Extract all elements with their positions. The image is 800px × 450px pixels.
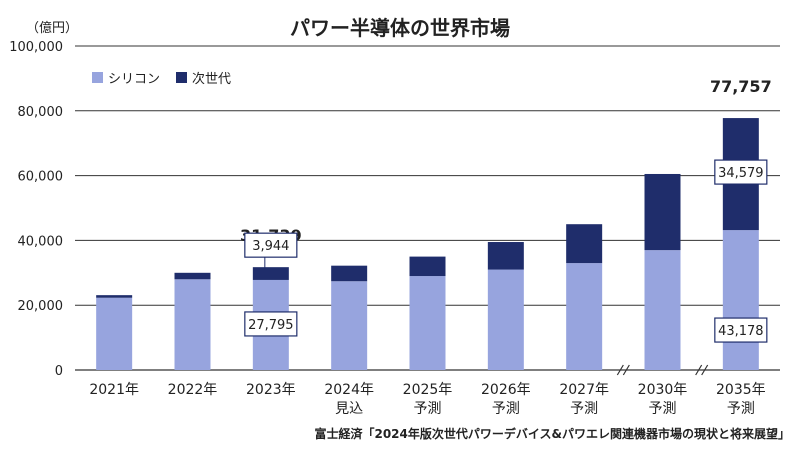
x-tick-label: 2035年: [716, 382, 766, 398]
callout-box: [714, 317, 768, 343]
y-axis-unit-label: （億円）: [26, 21, 79, 36]
x-tick-label: 2024年: [324, 382, 374, 398]
x-tick-label: 2023年: [246, 382, 296, 398]
bar-segment-silicon: [96, 297, 133, 370]
y-tick-label: 100,000: [9, 40, 63, 55]
y-tick-label: 40,000: [18, 234, 64, 249]
legend-label-silicon: シリコン: [108, 72, 161, 87]
bar-segment-silicon: [331, 281, 368, 370]
bar-segment-nextgen: [331, 265, 368, 282]
legend-label-nextgen: 次世代: [192, 72, 232, 87]
y-tick-label: 60,000: [18, 170, 64, 185]
x-tick-label: 2025年: [403, 382, 453, 398]
x-tick-label: 2021年: [89, 382, 139, 398]
x-tick-label: 予測: [570, 401, 598, 417]
axis-break-stroke: [695, 364, 703, 376]
callout-box: [244, 232, 298, 258]
bar-segment-silicon: [487, 269, 524, 370]
segment-value-label: 27,795: [248, 318, 294, 333]
bar-segment-nextgen: [252, 267, 289, 280]
x-tick-label: 2022年: [168, 382, 218, 398]
bar-segment-nextgen: [644, 173, 681, 251]
segment-value-label: 3,944: [252, 239, 289, 254]
axis-break-icon: [695, 364, 709, 376]
chart-title: パワー半導体の世界市場: [290, 16, 510, 40]
legend-item-silicon: シリコン: [92, 68, 160, 87]
bar-segment-silicon: [644, 250, 681, 370]
bar-segment-nextgen: [96, 295, 133, 298]
legend: シリコン 次世代: [92, 68, 231, 87]
x-tick-label: 2030年: [638, 382, 688, 398]
x-tick-label: 予測: [727, 401, 755, 417]
callout-box: [714, 159, 768, 185]
axis-break-stroke: [616, 364, 624, 376]
x-tick-label: 2026年: [481, 382, 531, 398]
total-value-label: 77,757: [710, 77, 772, 96]
bar-segment-silicon: [566, 263, 603, 370]
axis-break-stroke: [701, 364, 709, 376]
y-tick-label: 80,000: [18, 105, 64, 120]
x-tick-label: 見込: [335, 401, 363, 417]
legend-item-nextgen: 次世代: [176, 68, 231, 87]
y-tick-label: 20,000: [18, 299, 64, 314]
x-tick-label: 2027年: [559, 382, 609, 398]
axis-break-icon: [616, 364, 630, 376]
source-note: 富士経済「2024年版次世代パワーデバイス&パワエレ関連機器市場の現状と将来展望…: [314, 427, 790, 441]
bar-segment-nextgen: [566, 224, 603, 264]
x-tick-label: 予測: [492, 401, 520, 417]
segment-value-label: 43,178: [718, 324, 764, 339]
bar-segment-silicon: [174, 279, 211, 370]
x-tick-label: 予測: [649, 401, 677, 417]
callout-box: [244, 311, 298, 337]
legend-swatch-silicon: [92, 72, 103, 83]
bar-segment-nextgen: [487, 242, 524, 270]
bar-segment-nextgen: [174, 272, 211, 280]
axis-break-stroke: [622, 364, 630, 376]
bar-segment-nextgen: [409, 256, 446, 277]
legend-swatch-nextgen: [176, 72, 188, 83]
bar-segment-silicon: [722, 230, 759, 370]
bar-segment-silicon: [409, 276, 446, 370]
segment-value-label: 34,579: [718, 166, 764, 181]
x-tick-label: 予測: [414, 401, 442, 417]
y-tick-label: 0: [55, 364, 63, 379]
